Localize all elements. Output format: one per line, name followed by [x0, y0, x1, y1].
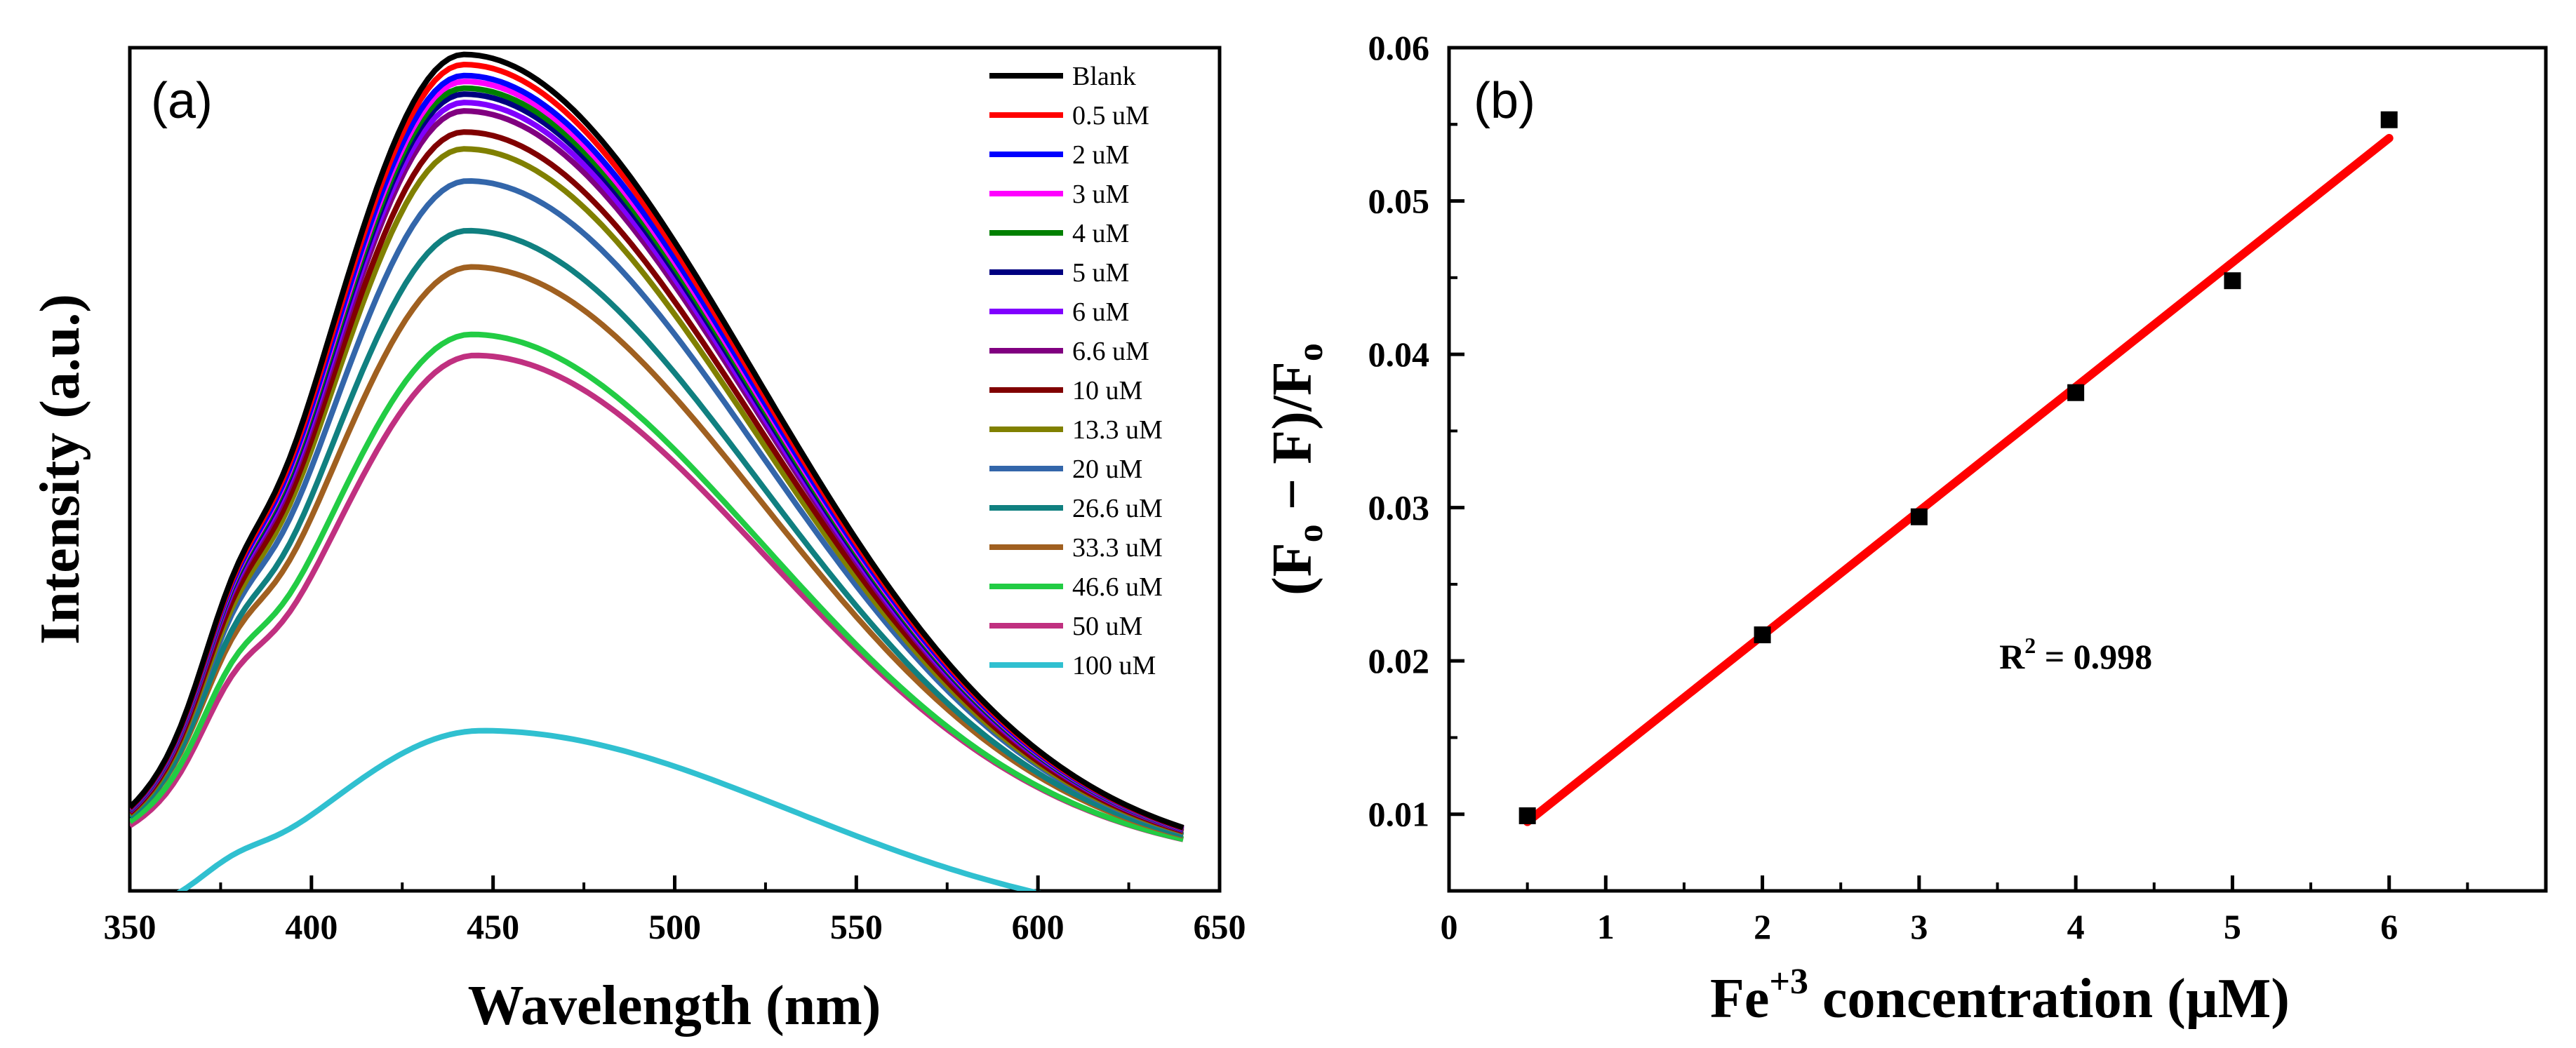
legend-label: 13.3 uM: [1072, 415, 1163, 445]
legend-label: 5 uM: [1072, 258, 1129, 288]
b-x-tick-label: 3: [1910, 907, 1928, 946]
panel-b-label: (b): [1474, 73, 1535, 129]
panel-b: 0 1 2 3 4 5 6 0.01 0.02 0.03 0.04 0.05 0.06 (b) R2 …: [1262, 28, 2548, 1030]
legend-label: 26.6 uM: [1072, 494, 1163, 523]
legend-label: 20 uM: [1072, 455, 1142, 484]
series-100-um: [176, 727, 1041, 891]
panel-b-x-ticks: 0 1 2 3 4 5 6: [1441, 875, 2469, 946]
panel-a-label: (a): [151, 73, 213, 129]
legend-label: 100 uM: [1072, 651, 1156, 680]
b-x-tick-label: 5: [2224, 907, 2241, 946]
a-x-tick-label: 400: [285, 907, 338, 946]
data-point: [1910, 508, 1928, 525]
series-blank: [130, 51, 1184, 831]
data-point: [1754, 626, 1771, 644]
legend-label: 46.6 uM: [1072, 572, 1163, 602]
legend-label: 6 uM: [1072, 297, 1129, 327]
b-x-tick-label: 1: [1597, 907, 1615, 946]
legend-label: 50 uM: [1072, 612, 1142, 641]
legend-label: 10 uM: [1072, 376, 1142, 405]
panel-b-plot-frame: [1447, 46, 2548, 893]
series-46-6-um: [130, 331, 1184, 842]
panel-b-y-axis-title: (Fo − F)/Fo: [1262, 343, 1330, 596]
panel-a-x-axis-title: Wavelength (nm): [468, 975, 881, 1037]
b-x-tick-label: 0: [1441, 907, 1458, 946]
data-point: [2380, 111, 2398, 128]
b-x-tick-label: 4: [2067, 907, 2085, 946]
panel-a-x-ticks: 350 400 450 500 550 600 650: [104, 875, 1246, 946]
a-x-tick-label: 350: [104, 907, 156, 946]
ylabel-sub2: o: [1290, 343, 1330, 361]
legend-label: 4 uM: [1072, 219, 1129, 248]
r2-rest: = 0.998: [2036, 637, 2152, 676]
panel-a-y-axis-title: Intensity (a.u.): [29, 294, 91, 645]
r2-sup: 2: [2024, 633, 2036, 658]
a-x-tick-label: 450: [467, 907, 519, 946]
b-y-tick-label: 0.03: [1368, 488, 1430, 528]
xlabel-rest: concentration (µM): [1808, 968, 2290, 1030]
a-x-tick-label: 600: [1012, 907, 1065, 946]
panel-b-points: [1519, 111, 2398, 824]
legend-label: 6.6 uM: [1072, 337, 1149, 366]
b-y-tick-label: 0.05: [1368, 182, 1430, 221]
legend-label: 33.3 uM: [1072, 533, 1163, 563]
legend-label: 0.5 uM: [1072, 101, 1149, 130]
data-point: [2224, 272, 2241, 290]
linear-fit-line: [1523, 133, 2394, 826]
panel-b-y-ticks: 0.01 0.02 0.03 0.04 0.05 0.06: [1368, 28, 1464, 834]
ylabel-sub1: o: [1290, 524, 1330, 542]
a-x-tick-label: 550: [830, 907, 883, 946]
b-x-tick-label: 2: [1754, 907, 1771, 946]
legend-label: Blank: [1072, 62, 1136, 91]
panel-a: 350 400 450 500 550 600 650 Blank 0.5 uM 2 uM 3 u…: [29, 46, 1246, 1037]
ylabel-mid: − F)/F: [1262, 361, 1323, 524]
b-y-tick-label: 0.02: [1368, 641, 1430, 680]
legend-label: 2 uM: [1072, 140, 1129, 170]
b-y-tick-label: 0.06: [1368, 28, 1430, 67]
a-x-tick-label: 650: [1194, 907, 1246, 946]
series-26-6-um: [130, 227, 1184, 838]
panel-a-legend: Blank 0.5 uM 2 uM 3 uM 4 uM 5 uM 6 uM 6.6 uM 10 …: [989, 62, 1163, 680]
b-y-tick-label: 0.01: [1368, 795, 1430, 834]
ylabel-open: (F: [1262, 542, 1323, 596]
legend-label: 3 uM: [1072, 180, 1129, 209]
a-x-tick-label: 500: [648, 907, 701, 946]
panel-b-fit: [1523, 133, 2394, 826]
panel-b-x-axis-title: Fe+3 concentration (µM): [1710, 962, 2290, 1030]
panel-a-curves: [130, 51, 1184, 891]
panel-b-r2-annotation: R2 = 0.998: [1999, 633, 2152, 676]
b-y-tick-label: 0.04: [1368, 335, 1430, 374]
data-point: [2067, 384, 2085, 401]
series-33-3-um: [130, 264, 1184, 839]
xlabel-base: Fe: [1710, 968, 1769, 1030]
b-x-tick-label: 6: [2380, 907, 2398, 946]
data-point: [1519, 807, 1536, 824]
r2-main: R: [1999, 637, 2025, 676]
xlabel-sup: +3: [1769, 962, 1808, 1002]
series-2-um: [130, 72, 1184, 832]
